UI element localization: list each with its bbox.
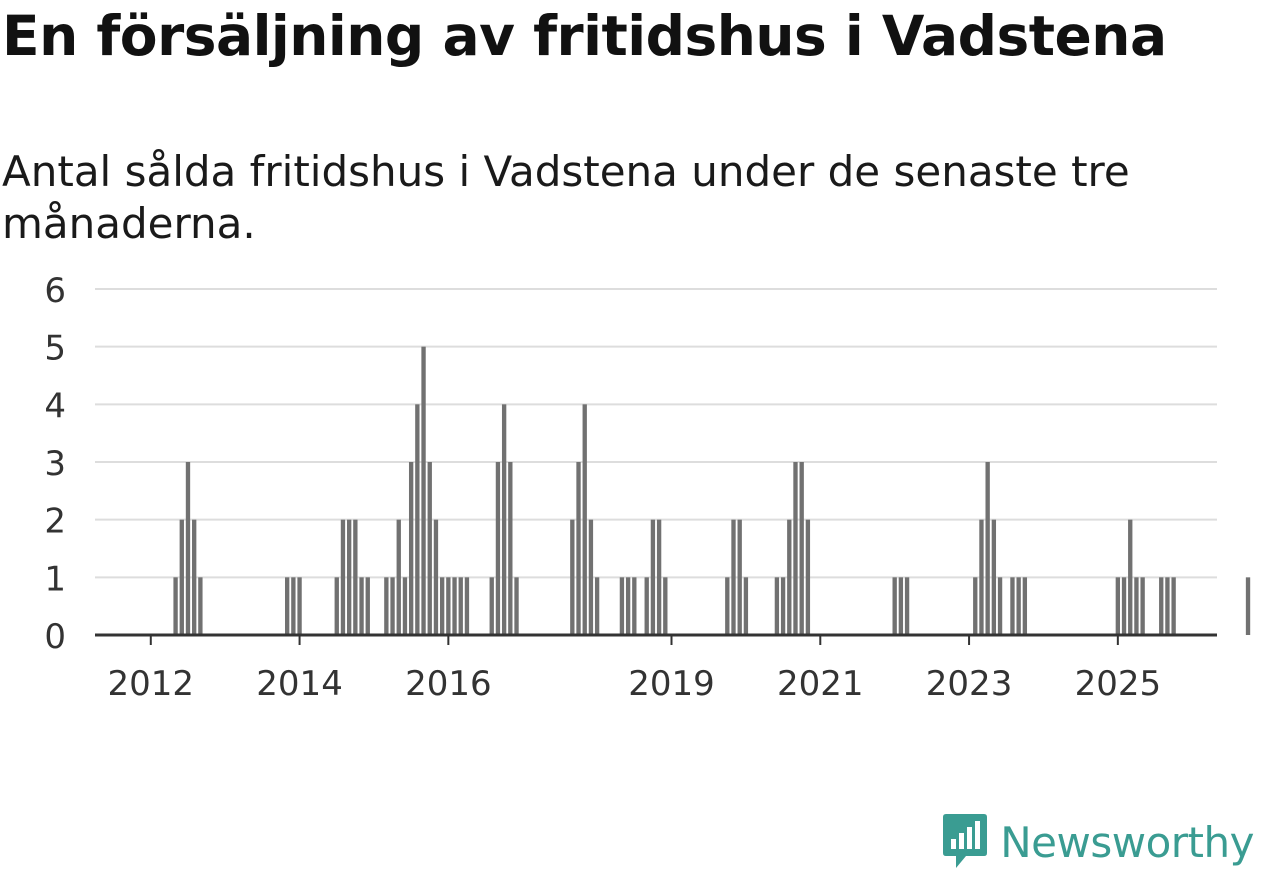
bar	[285, 577, 290, 635]
bar	[346, 519, 352, 635]
bar	[780, 577, 786, 635]
y-axis-ticks: 0 1 2 3 4 5 6	[44, 271, 66, 657]
bar	[793, 462, 798, 635]
bar	[1115, 577, 1121, 635]
bar	[582, 404, 587, 635]
y-tick-label: 6	[44, 271, 66, 311]
brand-logo: Newsworthy	[940, 813, 1254, 871]
bar	[1134, 577, 1139, 635]
bar	[799, 462, 804, 635]
bar	[892, 577, 897, 635]
bars	[173, 346, 1251, 635]
bar	[198, 577, 203, 635]
bar	[656, 519, 662, 635]
bar	[774, 577, 780, 635]
bar	[731, 519, 736, 635]
bar	[619, 577, 625, 635]
bar	[650, 519, 656, 635]
bar	[489, 577, 494, 635]
bar	[1171, 577, 1176, 635]
y-tick-label: 2	[44, 502, 66, 542]
bar	[458, 577, 463, 635]
bar	[625, 577, 631, 635]
chart-subtitle: Antal sålda fritidshus i Vadstena under …	[2, 147, 1130, 248]
newsworthy-logo-icon	[943, 814, 988, 868]
y-tick-label: 3	[44, 444, 66, 484]
bar	[334, 577, 339, 635]
bar	[1245, 577, 1251, 635]
bar	[508, 462, 513, 635]
bar	[1140, 577, 1145, 635]
bar	[452, 577, 457, 635]
bar	[1121, 577, 1127, 635]
bar	[433, 519, 439, 635]
bar	[588, 519, 594, 635]
bar	[365, 577, 370, 635]
bar	[185, 462, 191, 635]
bar	[663, 577, 668, 635]
chart-title: En försäljning av fritidshus i Vadstena	[2, 4, 1167, 68]
bar	[396, 519, 401, 635]
bar	[297, 577, 302, 635]
x-tick-label: 2016	[405, 664, 492, 704]
y-tick-label: 5	[44, 329, 66, 369]
bar	[421, 346, 426, 635]
bar	[464, 577, 470, 635]
bar	[787, 519, 792, 635]
bar	[390, 577, 395, 635]
bar	[1010, 577, 1015, 635]
bar	[359, 577, 364, 635]
bar	[632, 577, 637, 635]
brand-name: Newsworthy	[1000, 817, 1254, 867]
bar	[514, 577, 519, 635]
bar	[979, 519, 984, 635]
grid-lines	[95, 288, 1217, 579]
bar	[576, 462, 581, 635]
bar	[439, 577, 445, 635]
bar	[446, 577, 451, 635]
x-tick-label: 2021	[777, 664, 864, 704]
bar	[384, 577, 389, 635]
bar	[408, 462, 414, 635]
bar	[1022, 577, 1028, 635]
y-tick-label: 1	[44, 559, 66, 599]
bar	[501, 404, 507, 635]
x-tick-label: 2014	[256, 664, 343, 704]
bar	[1165, 577, 1170, 635]
bar	[402, 577, 408, 635]
y-tick-label: 0	[44, 617, 66, 657]
bar	[973, 577, 978, 635]
bar	[898, 577, 904, 635]
bar	[737, 519, 742, 635]
bar	[291, 577, 296, 635]
x-axis-ticks: 2012 2014 2016 2019 2021 2023 2025	[108, 635, 1162, 704]
bar	[644, 577, 649, 635]
bar	[1159, 577, 1164, 635]
y-tick-label: 4	[44, 386, 66, 426]
x-tick-label: 2012	[108, 664, 195, 704]
bar	[904, 577, 910, 635]
x-tick-label: 2019	[628, 664, 715, 704]
bar	[594, 577, 600, 635]
bar	[340, 519, 346, 635]
x-tick-label: 2023	[926, 664, 1013, 704]
bar	[1128, 519, 1133, 635]
bar	[997, 577, 1003, 635]
bar	[192, 519, 197, 635]
bar	[570, 519, 575, 635]
bar	[415, 404, 420, 635]
bar	[743, 577, 749, 635]
bar	[1016, 577, 1021, 635]
bar	[725, 577, 730, 635]
bar	[495, 462, 501, 635]
bar	[173, 577, 178, 635]
bar	[353, 519, 358, 635]
bar	[985, 462, 990, 635]
bar	[179, 519, 184, 635]
bar	[805, 519, 811, 635]
bar	[427, 462, 432, 635]
x-tick-label: 2025	[1075, 664, 1162, 704]
bar	[991, 519, 997, 635]
